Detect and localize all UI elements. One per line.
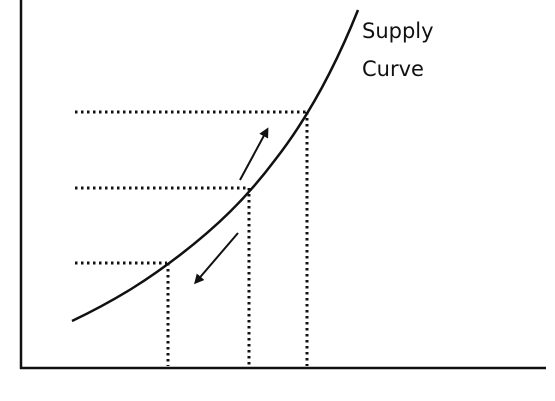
label-line2: Curve [362,57,424,81]
arrow-up [239,127,269,181]
arrow-down [194,232,239,285]
guide-lines [75,110,309,366]
supply-curve [71,9,360,323]
label-line1: Supply [362,19,434,43]
